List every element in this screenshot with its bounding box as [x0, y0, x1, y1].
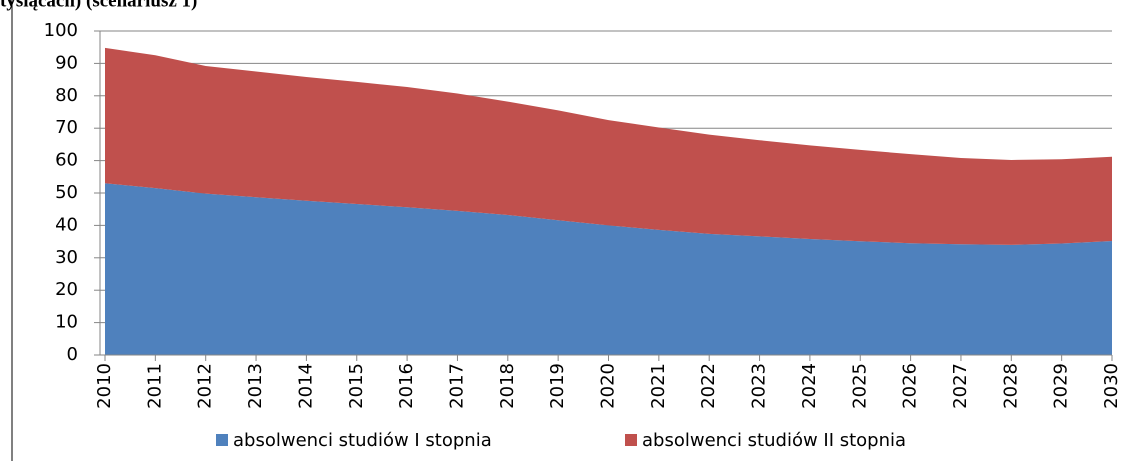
legend-label: absolwenci studiów I stopnia — [233, 430, 492, 451]
x-tick-label: 2028 — [1000, 363, 1021, 409]
y-tick-label: 90 — [55, 52, 78, 73]
y-tick-label: 20 — [55, 279, 78, 300]
legend-label: absolwenci studiów II stopnia — [642, 430, 906, 451]
x-tick-label: 2019 — [547, 363, 568, 409]
x-tick-label: 2016 — [396, 363, 417, 409]
y-tick-label: 100 — [44, 20, 78, 41]
y-tick-label: 40 — [55, 214, 78, 235]
x-tick-label: 2027 — [950, 363, 971, 409]
y-tick-label: 60 — [55, 150, 78, 171]
legend-swatch — [625, 434, 637, 446]
x-tick-label: 2015 — [346, 363, 367, 409]
x-tick-label: 2026 — [900, 363, 921, 409]
legend-swatch — [216, 434, 228, 446]
x-tick-label: 2022 — [698, 363, 719, 409]
y-tick-label: 30 — [55, 247, 78, 268]
x-tick-label: 2029 — [1051, 363, 1072, 409]
area — [105, 47, 1112, 245]
x-tick-label: 2014 — [295, 363, 316, 409]
x-tick-label: 2021 — [648, 363, 669, 409]
x-tick-label: 2018 — [497, 363, 518, 409]
y-tick-label: 0 — [67, 344, 78, 365]
x-tick-label: 2025 — [849, 363, 870, 409]
y-tick-label: 50 — [55, 182, 78, 203]
x-tick-label: 2013 — [245, 363, 266, 409]
x-tick-label: 2023 — [749, 363, 770, 409]
x-tick-label: 2020 — [598, 363, 619, 409]
y-tick-label: 10 — [55, 312, 78, 333]
y-tick-label: 80 — [55, 85, 78, 106]
x-tick-label: 2024 — [799, 363, 820, 409]
x-tick-label: 2017 — [446, 363, 467, 409]
x-tick-label: 2011 — [144, 363, 165, 409]
y-tick-label: 70 — [55, 117, 78, 138]
x-tick-label: 2030 — [1101, 363, 1122, 409]
x-tick-label: 2010 — [94, 363, 115, 409]
chart-title: tysiącach) (scenariusz 1) — [0, 0, 197, 11]
area — [105, 183, 1112, 355]
x-tick-label: 2012 — [195, 363, 216, 409]
